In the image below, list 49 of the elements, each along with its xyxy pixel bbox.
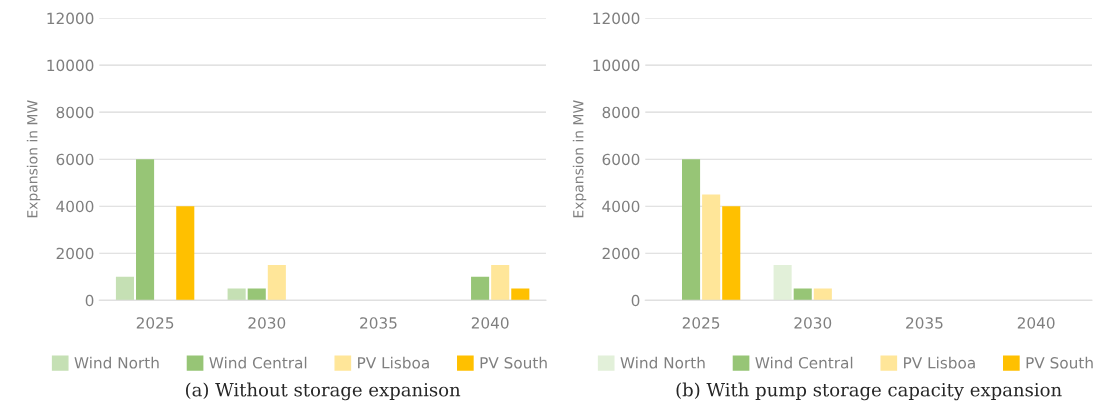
legend-label: PV Lisboa xyxy=(358,356,429,369)
x-tick-label: 2040 xyxy=(471,317,509,329)
bar xyxy=(267,264,286,301)
bar xyxy=(176,206,195,301)
y-axis-title: Expansion in MW xyxy=(26,100,41,218)
y-tick-label: 10000 xyxy=(593,59,640,72)
x-tick-label: 2030 xyxy=(794,317,832,329)
x-tick-label: 2040 xyxy=(1017,317,1055,329)
bar xyxy=(471,276,490,301)
y-tick-label: 0 xyxy=(631,294,640,307)
legend-label: PV Lisboa xyxy=(904,356,975,369)
bar xyxy=(511,288,530,301)
y-tick-label: 12000 xyxy=(593,12,640,25)
legend-label: PV South xyxy=(480,356,547,369)
y-tick-label: 2000 xyxy=(602,247,640,260)
y-tick-label: 4000 xyxy=(56,200,94,213)
legend-label: Wind North xyxy=(620,356,705,369)
legend-label: Wind Central xyxy=(209,356,307,369)
bar xyxy=(136,159,155,301)
text: (b) With pump storage capacity expansion xyxy=(676,382,1062,401)
y-tick-label: 2000 xyxy=(56,247,94,260)
y-tick-label: 8000 xyxy=(602,106,640,119)
text: (a) Without storage expanison xyxy=(186,382,461,401)
legend-label: Wind Central xyxy=(755,356,853,369)
y-tick-label: 10000 xyxy=(47,59,94,72)
bar xyxy=(682,159,701,301)
x-tick-label: 2025 xyxy=(136,317,174,329)
y-axis-title: Expansion in MW xyxy=(572,100,587,218)
x-tick-label: 2030 xyxy=(248,317,286,329)
bar xyxy=(813,288,832,301)
bar xyxy=(793,288,812,301)
y-tick-label: 8000 xyxy=(56,106,94,119)
legend-label: PV South xyxy=(1026,356,1093,369)
bar xyxy=(773,264,792,301)
y-tick-label: 0 xyxy=(85,294,94,307)
x-tick-label: 2035 xyxy=(906,317,943,329)
x-tick-label: 2035 xyxy=(360,317,397,329)
legend-label: Wind North xyxy=(74,356,159,369)
bar xyxy=(247,288,266,301)
bar xyxy=(491,264,510,301)
y-tick-label: 6000 xyxy=(602,153,640,166)
x-tick-label: 2025 xyxy=(682,317,720,329)
bar xyxy=(227,288,246,301)
bar xyxy=(702,194,721,301)
y-tick-label: 12000 xyxy=(47,12,94,25)
y-tick-label: 6000 xyxy=(56,153,94,166)
bar xyxy=(722,206,741,301)
bar xyxy=(115,276,134,301)
y-tick-label: 4000 xyxy=(602,200,640,213)
